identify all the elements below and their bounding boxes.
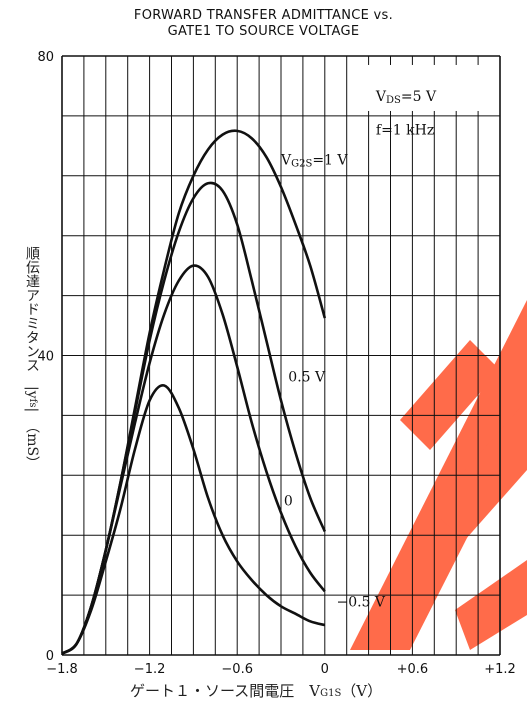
y-axis-label-sub: fs (27, 398, 38, 408)
x-tick-label: +0.6 (397, 662, 429, 677)
chart-title-line-1: FORWARD TRANSFER ADMITTANCE vs. (133, 8, 394, 23)
x-axis-label-main: ゲート１・ソース間電圧 V (130, 682, 321, 700)
series-line-2 (61, 264, 326, 655)
series-label-1: 0.5 V (288, 370, 326, 386)
x-axis-label-sub: G1S (320, 688, 342, 699)
y-axis-label-unit: | （mS） (24, 407, 40, 471)
y-tick-label: 80 (37, 50, 54, 65)
y-tick-label: 0 (46, 649, 54, 664)
x-tick-label: 0 (321, 662, 329, 677)
tick-labels: −1.8 −1.2 −0.6 0 +0.6 +1.2 0 40 80 (37, 50, 515, 677)
series-label-2: 0 (284, 493, 293, 509)
chart-title-line-2: GATE1 TO SOURCE VOLTAGE (167, 24, 360, 39)
watermark-stroke (400, 340, 500, 450)
watermark-stroke (455, 560, 527, 650)
y-tick-label: 40 (37, 350, 54, 365)
x-tick-label: +1.2 (484, 662, 516, 677)
series-label-3: −0.5 V (336, 594, 385, 610)
y-axis-label-main: 順伝達アドミタンス |y (24, 245, 40, 399)
y-axis-label: 順伝達アドミタンス |yfs| （mS） (20, 178, 42, 538)
series-line-3 (61, 384, 326, 655)
x-axis-label: ゲート１・ソース間電圧 VG1S（V） (130, 680, 470, 701)
x-tick-label: −0.6 (221, 662, 253, 677)
series-curves (61, 129, 327, 655)
grid (61, 55, 501, 656)
annotations: VDS=5 V f=1 kHz VG2S=1 V 0.5 V 0 −0.5 V (280, 64, 496, 610)
conditions-box (360, 64, 496, 111)
x-tick-label: −1.8 (46, 662, 78, 677)
series-label-0: VG2S=1 V (280, 153, 348, 170)
condition-vds-label: VDS=5 V (375, 89, 437, 106)
x-axis-label-unit: （V） (341, 682, 383, 700)
x-tick-label: −1.2 (134, 662, 166, 677)
condition-frequency-label: f=1 kHz (376, 123, 434, 139)
